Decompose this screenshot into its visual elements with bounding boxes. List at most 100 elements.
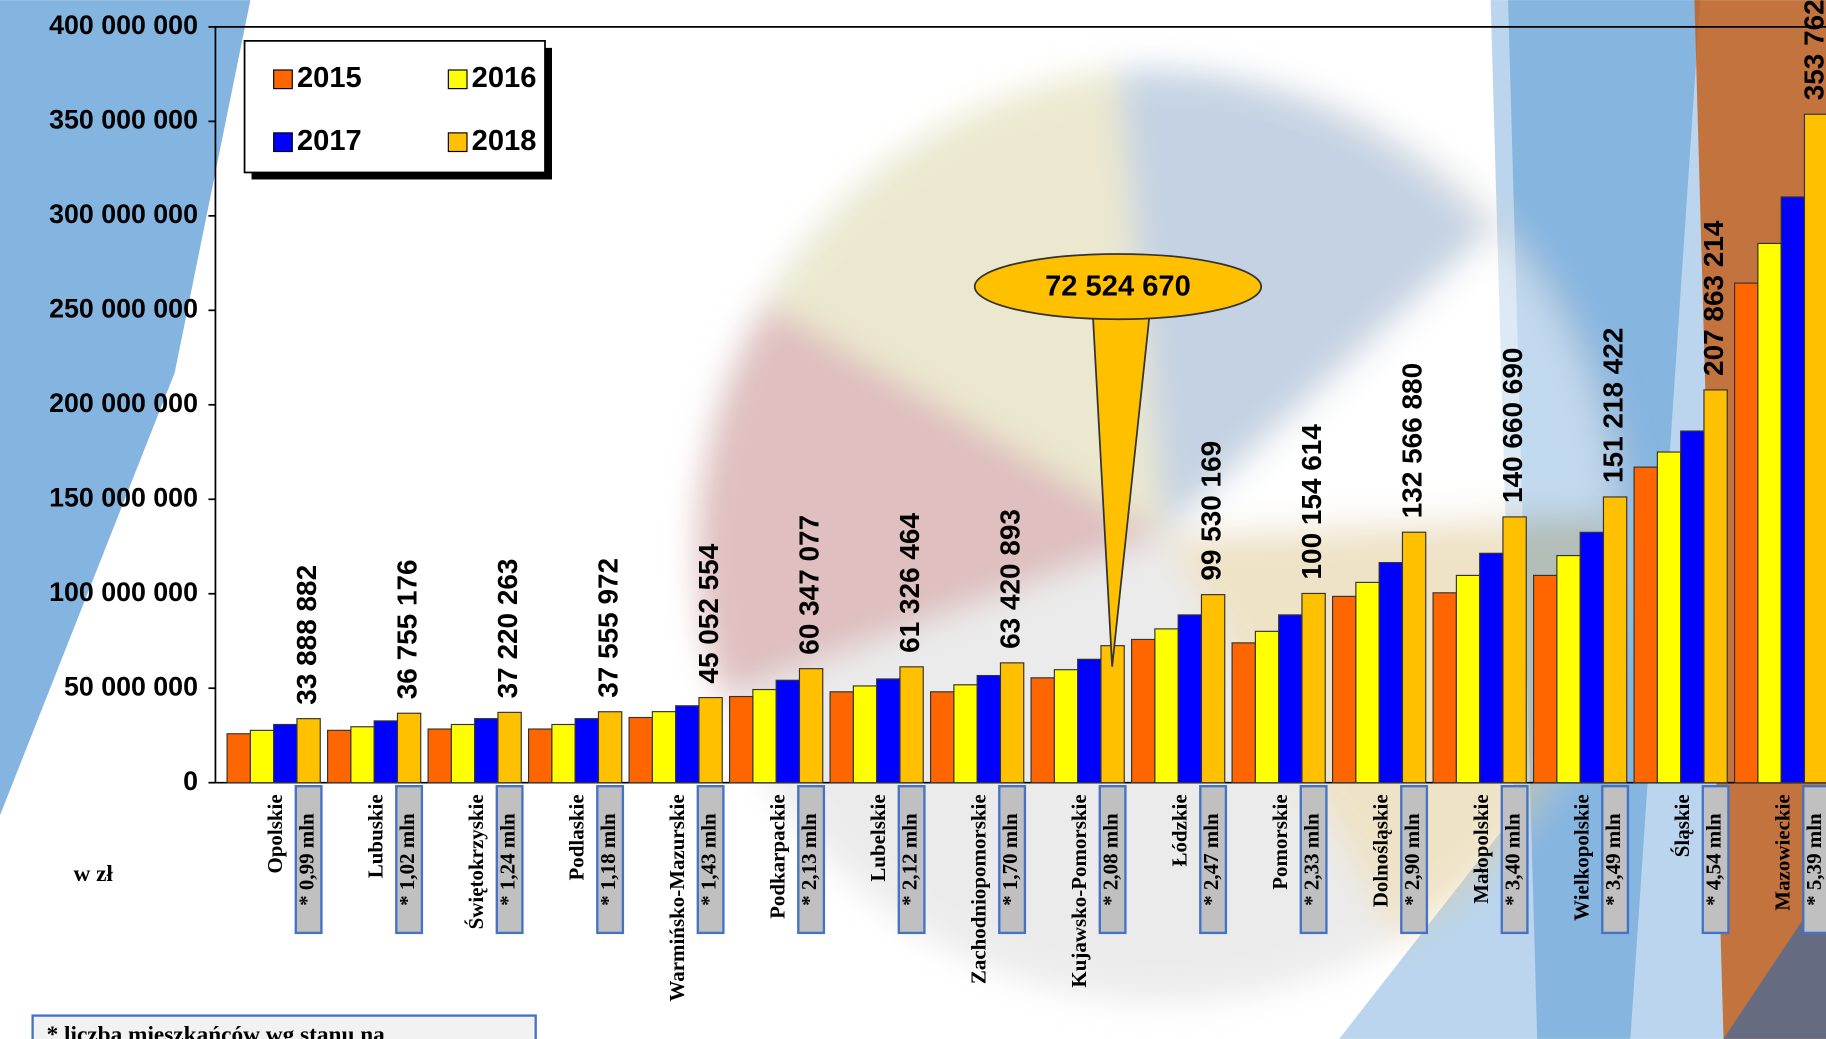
bar [1379,563,1402,783]
population-label: * 1,18 mln [596,813,620,906]
bar [1735,283,1758,783]
y-tick-label: 0 [183,766,198,796]
bar [1433,593,1456,783]
bar [1232,643,1255,783]
population-label: * 3,49 mln [1601,813,1625,906]
bar [1132,639,1155,782]
bar [799,669,822,783]
bar [227,734,250,783]
x-tick-label: Warmińsko-Mazurskie [665,794,689,1001]
y-tick-label: 50 000 000 [64,671,198,701]
legend-label: 2016 [472,62,537,94]
bar [652,712,675,783]
value-label: 100 154 614 [1296,424,1327,580]
bar [1480,553,1503,782]
bar [776,680,799,782]
x-tick-label: Podlaskie [564,794,588,880]
bar [351,727,374,783]
bar [954,685,977,783]
x-tick-label: Opolskie [263,794,287,873]
x-tick-label: Świętokrzyskie [464,794,488,929]
bar [877,679,900,783]
population-label: * 2,33 mln [1299,813,1323,906]
value-label: 132 566 880 [1396,363,1427,518]
x-tick-label: Zachodniopomorskie [966,794,990,984]
bar [1804,114,1826,782]
bar [451,724,474,782]
value-label: 207 863 214 [1698,220,1729,376]
value-label: 37 220 263 [492,559,523,699]
bar [1657,452,1680,783]
population-label: * 1,24 mln [495,813,519,906]
bar [552,724,575,782]
bar [1078,659,1101,782]
bar [931,692,954,783]
x-tick-label: Łódzkie [1167,794,1191,866]
value-label: 60 347 077 [793,515,824,655]
bar [297,719,320,783]
bar [629,717,652,782]
y-tick-label: 400 000 000 [49,10,198,40]
bar [250,730,273,782]
population-label: * 4,54 mln [1701,813,1725,906]
value-label: 72 524 670 [1045,270,1191,302]
bar [529,729,552,783]
value-label: 33 888 882 [291,565,322,705]
y-tick-label: 150 000 000 [49,482,198,512]
value-label: 99 530 169 [1195,441,1226,581]
legend-label: 2018 [472,125,537,157]
bar [428,729,451,783]
population-label: * 5,39 mln [1802,813,1826,906]
bar [699,698,722,783]
x-tick-label: Lubuskie [363,794,387,878]
bar [1302,593,1325,782]
bar [1758,243,1781,782]
x-tick-label: Dolnośląskie [1368,794,1392,907]
x-tick-label: Kujawsko-Pomorskie [1067,794,1091,987]
bar [1781,197,1804,783]
bar [730,697,753,783]
population-label: * 2,47 mln [1199,813,1223,906]
bar [1279,615,1302,783]
population-label: * 1,02 mln [395,813,419,906]
population-label: * 2,12 mln [897,813,921,906]
bar [1681,431,1704,783]
value-label: 37 555 972 [592,558,623,698]
bar [475,719,498,783]
legend-swatch [448,133,467,152]
bar [498,712,521,782]
bar [1603,497,1626,783]
bar [1333,596,1356,782]
bar [374,721,397,783]
footnote: * liczba mieszkańców wg stanu na [33,1016,536,1039]
bar [1054,670,1077,783]
bar [900,667,923,783]
value-label: 353 762 868 [1798,0,1826,100]
y-tick-label: 350 000 000 [49,104,198,134]
bar [274,724,297,782]
x-tick-label: Małopolskie [1469,794,1493,903]
y-tick-label: 200 000 000 [49,388,198,418]
y-tick-label: 250 000 000 [49,293,198,323]
bar [1201,595,1224,783]
population-label: * 0,99 mln [294,813,318,906]
population-label: * 1,70 mln [998,813,1022,906]
bar [1000,663,1023,783]
bar [1178,615,1201,783]
y-axis-title: w zł [73,861,113,887]
bar [328,730,351,782]
x-tick-label: Mazowieckie [1770,794,1794,910]
x-tick-label: Wielkopolskie [1569,794,1593,921]
legend-swatch [274,70,293,89]
legend-swatch [448,70,467,89]
chart: w zł * liczba mieszkańców wg stanu na 20… [0,0,1826,1039]
bar [1534,575,1557,782]
bar [977,676,1000,783]
bar [575,719,598,783]
y-tick-label: 100 000 000 [49,577,198,607]
population-label: * 2,13 mln [797,813,821,906]
legend-label: 2017 [297,125,362,157]
value-label: 45 052 554 [693,543,724,683]
population-label: * 1,43 mln [696,813,720,906]
bar [397,713,420,782]
